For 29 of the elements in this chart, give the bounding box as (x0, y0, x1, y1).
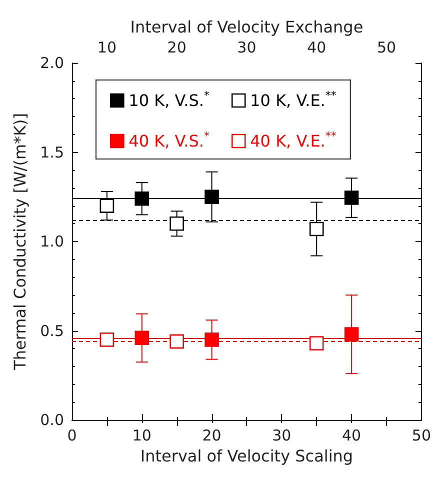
x2-tick-label: 40 (307, 38, 326, 56)
x2-tick-label: 20 (167, 38, 186, 56)
y-tick-label: 1.0 (40, 232, 64, 250)
point (344, 190, 359, 205)
x2-axis-title: Interval of Velocity Exchange (130, 18, 364, 37)
point (134, 192, 150, 206)
legend-label: 40 K, V.S.* (128, 130, 210, 150)
x-tick-label: 10 (132, 426, 152, 444)
x2-tick-label: 10 (97, 38, 116, 56)
y-axis-title: Thermal Conductivity [W/(m*K)] (10, 113, 30, 371)
x-tick-label: 40 (342, 426, 362, 444)
y-tick-label: 0.5 (40, 322, 64, 340)
y-tick-label: 2.0 (40, 54, 64, 72)
x-axis-title: Interval of Velocity Scaling (140, 446, 354, 466)
x-tick-label: 20 (202, 426, 222, 444)
legend-label: 40 K, V.E.** (250, 130, 337, 150)
x-tick-label: 30 (272, 426, 292, 444)
y-tick-label: 1.5 (40, 143, 64, 162)
x2-tick-label: 30 (237, 38, 256, 56)
x-tick-label: 0 (67, 426, 77, 444)
point (134, 330, 150, 346)
y-tick-label: 0.0 (40, 411, 64, 429)
point (204, 190, 219, 204)
legend-label: 10 K, V.S.* (128, 89, 210, 110)
x-tick-label: 50 (412, 426, 432, 444)
point (204, 332, 219, 347)
legend-label: 10 K, V.E.** (250, 89, 337, 110)
x2-tick-label: 50 (376, 38, 396, 56)
point (344, 327, 359, 342)
